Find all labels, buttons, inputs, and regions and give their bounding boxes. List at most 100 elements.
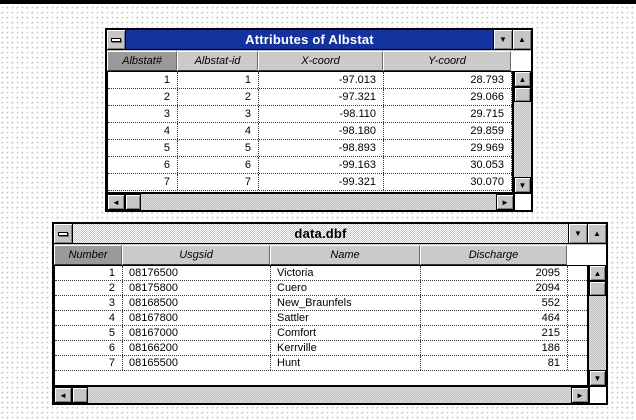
table-row[interactable]: 7 08165500 Hunt 81	[55, 356, 587, 371]
scroll-down-icon: ▼	[593, 373, 602, 383]
maximize-icon: ▲	[593, 229, 601, 238]
scroll-up-button[interactable]: ▲	[514, 71, 531, 87]
column-header-x-coord[interactable]: X-coord	[258, 51, 383, 71]
control-menu-button[interactable]	[54, 224, 73, 243]
table-cell: 6	[178, 157, 259, 173]
horizontal-scrollbar[interactable]: ◄ ►	[107, 193, 531, 210]
column-header-usgsid[interactable]: Usgsid	[122, 245, 270, 265]
vertical-scrollbar-track[interactable]	[514, 102, 531, 177]
window-title: data.dbf	[73, 224, 568, 243]
minimize-button[interactable]: ▼	[568, 224, 587, 243]
data-dbf-titlebar: data.dbf ▼ ▲	[54, 224, 606, 244]
table-cell: 29.715	[384, 106, 512, 122]
minimize-icon: ▼	[574, 229, 582, 238]
scroll-up-icon: ▲	[593, 268, 602, 278]
data-dbf-window[interactable]: data.dbf ▼ ▲ Number Usgsid Name Discharg…	[52, 222, 608, 405]
table-cell: 4	[55, 311, 123, 325]
scroll-left-button[interactable]: ◄	[54, 387, 72, 403]
table-cell: 1	[108, 72, 178, 88]
table-cell: -99.321	[259, 174, 384, 190]
horizontal-scrollbar-thumb[interactable]	[72, 387, 88, 403]
table-cell: 29.859	[384, 123, 512, 139]
albstat-table-area: 1 1 -97.013 28.793 2 2 -97.321 29.066 3 3 -98.110 2…	[107, 71, 531, 193]
table-cell: 3	[178, 106, 259, 122]
scroll-right-icon: ►	[576, 390, 584, 400]
vertical-scrollbar-thumb[interactable]	[514, 87, 531, 102]
vertical-scrollbar-thumb[interactable]	[589, 281, 606, 296]
table-row[interactable]: 1 1 -97.013 28.793	[108, 72, 512, 89]
minimize-icon: ▼	[499, 35, 507, 44]
column-header-name[interactable]: Name	[270, 245, 420, 265]
table-cell: Cuero	[271, 281, 421, 295]
table-cell: Sattler	[271, 311, 421, 325]
table-cell: 81	[421, 356, 568, 370]
horizontal-scrollbar-track[interactable]	[141, 194, 496, 210]
control-menu-button[interactable]	[107, 30, 126, 49]
maximize-button[interactable]: ▲	[512, 30, 531, 49]
table-cell: 08167000	[123, 326, 271, 340]
scroll-left-button[interactable]: ◄	[107, 194, 125, 210]
table-cell: 464	[421, 311, 568, 325]
table-cell: 08176500	[123, 266, 271, 280]
vertical-scrollbar[interactable]: ▲ ▼	[588, 265, 606, 386]
header-filler	[511, 51, 531, 71]
table-cell: 2094	[421, 281, 568, 295]
minimize-button[interactable]: ▼	[493, 30, 512, 49]
horizontal-scrollbar[interactable]: ◄ ►	[54, 386, 606, 403]
column-header-albstat-num[interactable]: Albstat#	[107, 51, 177, 71]
table-cell: -97.321	[259, 89, 384, 105]
table-row[interactable]: 6 08166200 Kerrville 186	[55, 341, 587, 356]
top-border-bar	[0, 0, 636, 4]
table-row[interactable]: 3 3 -98.110 29.715	[108, 106, 512, 123]
albstat-table[interactable]: 1 1 -97.013 28.793 2 2 -97.321 29.066 3 3 -98.110 2…	[107, 71, 513, 193]
table-cell: 2	[178, 89, 259, 105]
scroll-down-button[interactable]: ▼	[514, 177, 531, 193]
table-cell: 6	[108, 157, 178, 173]
scroll-right-button[interactable]: ►	[571, 387, 589, 403]
maximize-button[interactable]: ▲	[587, 224, 606, 243]
scroll-left-icon: ◄	[112, 197, 120, 207]
table-row[interactable]: 1 08176500 Victoria 2095	[55, 266, 587, 281]
table-cell: Hunt	[271, 356, 421, 370]
table-row[interactable]: 6 6 -99.163 30.053	[108, 157, 512, 174]
scroll-up-button[interactable]: ▲	[589, 265, 606, 281]
table-cell: 08168500	[123, 296, 271, 310]
table-cell: 1	[55, 266, 123, 280]
table-row[interactable]: 7 7 -99.321 30.070	[108, 174, 512, 191]
table-cell: 7	[55, 356, 123, 370]
column-header-number[interactable]: Number	[54, 245, 122, 265]
table-row[interactable]: 5 08167000 Comfort 215	[55, 326, 587, 341]
albstat-window[interactable]: Attributes of Albstat ▼ ▲ Albstat# Albst…	[105, 28, 533, 212]
horizontal-scrollbar-track[interactable]	[88, 387, 571, 403]
scroll-down-icon: ▼	[518, 180, 527, 190]
horizontal-scrollbar-thumb[interactable]	[125, 194, 141, 210]
table-cell: 08165500	[123, 356, 271, 370]
column-header-discharge[interactable]: Discharge	[420, 245, 567, 265]
table-row[interactable]: 3 08168500 New_Braunfels 552	[55, 296, 587, 311]
table-row[interactable]: 2 08175800 Cuero 2094	[55, 281, 587, 296]
table-cell: 08166200	[123, 341, 271, 355]
data-dbf-table-area: 1 08176500 Victoria 2095 2 08175800 Cuero 2094 3…	[54, 265, 606, 386]
table-cell: 08175800	[123, 281, 271, 295]
table-cell: 186	[421, 341, 568, 355]
table-cell: Kerrville	[271, 341, 421, 355]
table-cell: 6	[55, 341, 123, 355]
column-header-albstat-id[interactable]: Albstat-id	[177, 51, 258, 71]
column-header-y-coord[interactable]: Y-coord	[383, 51, 511, 71]
data-dbf-table[interactable]: 1 08176500 Victoria 2095 2 08175800 Cuero 2094 3…	[54, 265, 588, 386]
table-row[interactable]: 5 5 -98.893 29.969	[108, 140, 512, 157]
table-row[interactable]: 4 08167800 Sattler 464	[55, 311, 587, 326]
table-row[interactable]: 2 2 -97.321 29.066	[108, 89, 512, 106]
scroll-up-icon: ▲	[518, 74, 527, 84]
table-cell: 5	[178, 140, 259, 156]
scroll-right-button[interactable]: ►	[496, 194, 514, 210]
table-cell: 3	[55, 296, 123, 310]
table-cell: 7	[178, 174, 259, 190]
vertical-scrollbar[interactable]: ▲ ▼	[513, 71, 531, 193]
table-cell: 1	[178, 72, 259, 88]
table-row[interactable]: 4 4 -98.180 29.859	[108, 123, 512, 140]
vertical-scrollbar-track[interactable]	[589, 296, 606, 370]
table-cell: 30.053	[384, 157, 512, 173]
scroll-down-button[interactable]: ▼	[589, 370, 606, 386]
